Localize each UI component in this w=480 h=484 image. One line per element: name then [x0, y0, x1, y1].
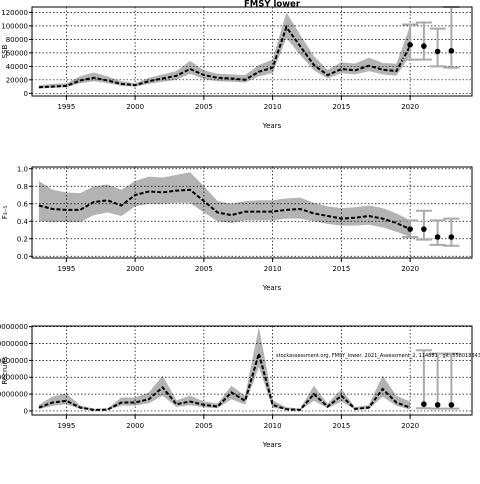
x-tick-label: 2015 [332, 103, 350, 111]
x-tick-label: 2010 [264, 265, 282, 273]
x-tick-label: 1995 [57, 265, 75, 273]
y-tick-label: 80000 [6, 36, 28, 44]
panel-1: 1995 2000 2005 2010 2015 2020 0 20000 40000 60000… [1, 0, 473, 130]
x-tick-label: 1995 [57, 422, 75, 430]
x-tick-label: 2005 [195, 103, 213, 111]
plot-frame [31, 6, 473, 97]
median-line [38, 349, 411, 411]
forecast-point [448, 234, 455, 240]
plot-frame [31, 325, 473, 416]
y-tick-label: 2500000000 [0, 323, 28, 331]
forecast-point [407, 41, 413, 48]
x-tick-label: 2015 [332, 265, 350, 273]
y-tick-label: 120000 [1, 9, 28, 17]
confidence-band [38, 12, 411, 89]
y-axis-label: F₃₋₅ [1, 206, 9, 220]
x-axis-label: Years [262, 284, 282, 292]
forecast-point [448, 402, 455, 408]
forecast-point [434, 402, 441, 408]
forecast-point [421, 226, 427, 232]
y-tick-label: 0.2 [17, 235, 28, 243]
x-tick-label: 2010 [264, 422, 282, 430]
y-tick-label: 0.0 [17, 253, 28, 261]
forecast-point [407, 226, 413, 232]
forecast-point [421, 401, 427, 408]
forecast-point [434, 48, 441, 55]
y-tick-label: 1000000000 [0, 374, 28, 382]
x-tick-label: 2020 [401, 265, 419, 273]
y-tick-label: 0.6 [17, 200, 29, 208]
chart-title: FMSY lower [244, 0, 301, 10]
panel-3: 1995 2000 2005 2010 2015 2020 0 500000000 100000… [0, 323, 480, 449]
y-axis-label: Recruits [1, 356, 9, 385]
confidence-band [38, 172, 411, 237]
y-tick-label: 0.8 [17, 183, 28, 191]
y-tick-label: 0 [24, 407, 28, 415]
confidence-band [38, 326, 411, 411]
plot-frame [31, 166, 473, 259]
forecast-point [421, 43, 427, 49]
x-tick-label: 2015 [332, 422, 350, 430]
x-tick-label: 2005 [195, 422, 213, 430]
x-tick-label: 2000 [126, 422, 144, 430]
y-tick-label: 20000 [6, 76, 28, 84]
y-tick-label: 0 [24, 90, 28, 98]
x-tick-label: 1995 [57, 103, 75, 111]
x-tick-label: 2020 [401, 103, 419, 111]
forecast-point [448, 48, 455, 54]
forecast-point [434, 234, 441, 240]
chart-annotation: stockassessment.org, FMSY_lower, 2021_As… [276, 353, 480, 359]
median-line [38, 188, 411, 231]
x-axis-label: Years [262, 122, 282, 130]
y-tick-label: 1500000000 [0, 357, 28, 365]
x-tick-label: 2010 [264, 103, 282, 111]
x-tick-label: 2020 [401, 422, 419, 430]
y-tick-label: 500000000 [0, 391, 28, 399]
x-tick-label: 2000 [126, 265, 144, 273]
y-tick-label: 40000 [6, 63, 28, 71]
y-tick-label: 0.4 [17, 218, 29, 226]
y-tick-label: 60000 [6, 49, 28, 57]
y-tick-label: 100000 [1, 22, 28, 30]
x-tick-label: 2000 [126, 103, 144, 111]
panel-2: 1995 2000 2005 2010 2015 2020 0.0 0.2 0.4 0.6 0.8 1… [1, 165, 473, 292]
x-tick-label: 2005 [195, 265, 213, 273]
y-tick-label: 1.0 [17, 165, 28, 173]
y-axis-label: SSB [1, 44, 9, 58]
x-axis-label: Years [262, 441, 282, 449]
median-line [38, 25, 411, 89]
